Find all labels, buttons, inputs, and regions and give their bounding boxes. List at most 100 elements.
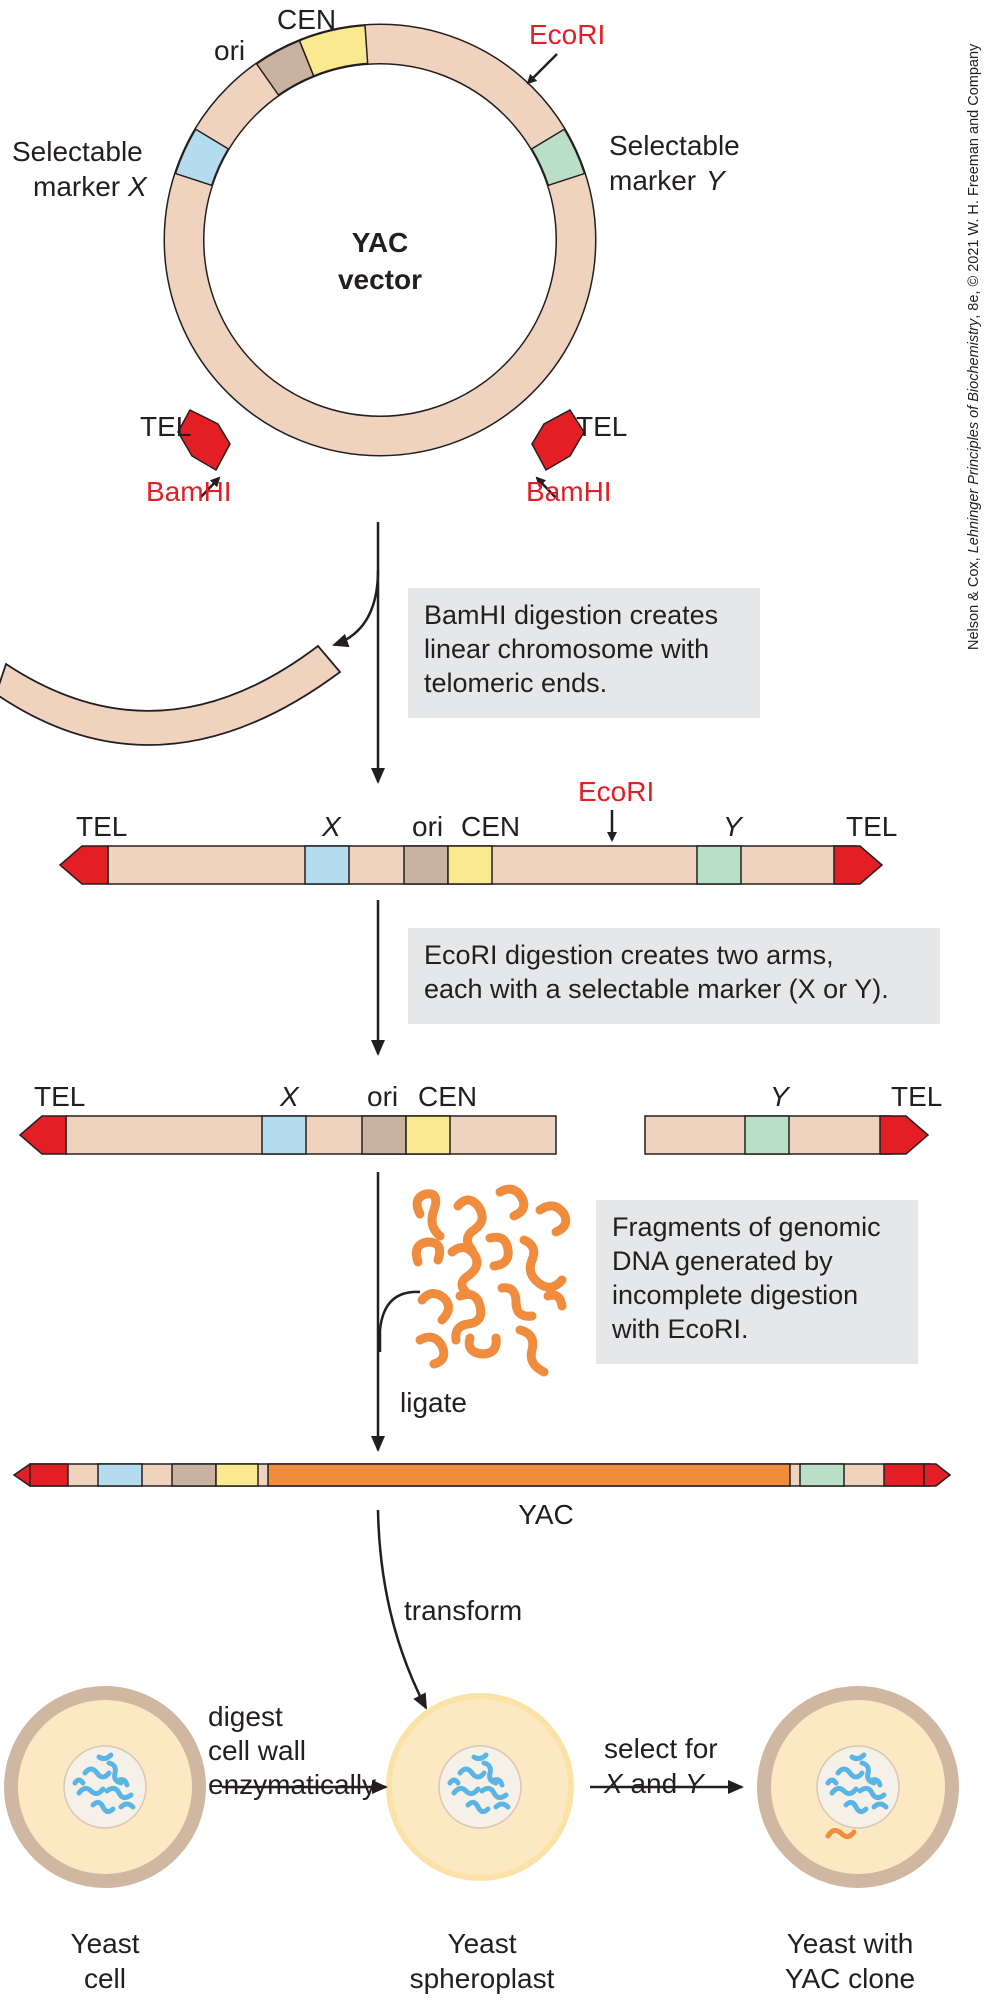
chromatin-strand	[867, 1777, 883, 1788]
chromatin-strand	[843, 1799, 869, 1815]
fragments-join-line	[378, 1290, 421, 1352]
genomic-fragment	[447, 1243, 482, 1299]
fragments-caption-line4: with EcoRI.	[612, 1314, 749, 1344]
chromatin-strand	[493, 1801, 511, 1810]
excised-fragment	[0, 644, 342, 746]
cell3-line2: YAC clone	[785, 1963, 915, 1994]
chromatin-strand	[825, 1777, 839, 1786]
left-arm-marker-x	[261, 1115, 307, 1155]
vector-title-line2: vector	[338, 264, 422, 295]
ecori-arrow-circle	[526, 53, 558, 85]
yeast-spheroplast	[386, 1693, 574, 1881]
linear-tel-left	[58, 845, 109, 885]
genomic-fragment	[464, 1333, 501, 1359]
chromatin-strand	[90, 1799, 116, 1815]
genomic-fragment	[412, 1189, 445, 1241]
label-cen: CEN	[277, 4, 336, 35]
yac-in-nucleus	[825, 1828, 857, 1840]
genomic-fragment	[519, 1235, 567, 1292]
excised-fragment-arrow	[332, 569, 380, 648]
digest-line3: enzymatically	[208, 1769, 376, 1800]
genomic-dna-fragments	[411, 1184, 571, 1377]
bamhi-caption-box: BamHI digestion creates linear chromosom…	[408, 588, 760, 718]
ecori-caption-line1: EcoRI digestion creates two arms,	[424, 940, 834, 970]
select-and: and	[630, 1768, 677, 1799]
label-bamhi-right: BamHI	[526, 476, 612, 507]
yac-tel-left-block	[29, 1463, 69, 1487]
chromatin-strand	[829, 1785, 859, 1797]
chromatin-strand	[489, 1777, 505, 1788]
linear-chromosome	[58, 845, 884, 885]
arms-label-x: X	[279, 1081, 300, 1112]
chromatin-strand	[451, 1785, 481, 1797]
label-ligate: ligate	[400, 1387, 467, 1418]
chromatin-strand	[465, 1799, 491, 1815]
marker-x-line2: marker	[33, 171, 120, 202]
chromatin-strand	[114, 1777, 130, 1788]
yeast-with-yac	[757, 1686, 959, 1888]
fragments-caption-box: Fragments of genomic DNA generated by in…	[596, 1200, 918, 1364]
linear-cen	[447, 845, 493, 885]
circle-marker-y-segment	[530, 128, 586, 187]
genomic-fragment	[411, 1237, 445, 1267]
chromatin-strand	[76, 1785, 106, 1797]
linear-label-ori: ori	[412, 811, 443, 842]
credit-authors: Nelson & Cox,	[966, 553, 982, 650]
circle-marker-x-segment	[174, 128, 230, 187]
ecori-caption-box: EcoRI digestion creates two arms, each w…	[408, 928, 940, 1024]
left-arm-tel	[18, 1115, 67, 1155]
linear-label-y: Y	[723, 811, 744, 842]
fragments-caption-line1: Fragments of genomic	[612, 1212, 881, 1242]
select-line1: select for	[604, 1733, 718, 1764]
marker-y-line2: marker	[609, 165, 696, 196]
credit-book: Lehninger Principles of Biochemistry	[966, 318, 982, 554]
linear-marker-y	[696, 845, 742, 885]
chromatin-strand	[471, 1752, 489, 1762]
yac-cen	[215, 1463, 259, 1487]
cell2-line1: Yeast	[447, 1928, 516, 1959]
linear-label-ecori: EcoRI	[578, 776, 654, 807]
marker-x-var: X	[127, 171, 148, 202]
digest-line1: digest	[208, 1701, 283, 1732]
marker-x-line1: Selectable	[12, 136, 143, 167]
yac-tel-right-block	[883, 1463, 925, 1487]
chromatin-strand	[447, 1777, 461, 1786]
chromatin-strand	[104, 1785, 134, 1801]
yac-tel-right	[923, 1463, 952, 1487]
credit-line: Nelson & Cox, Lehninger Principles of Bi…	[966, 0, 982, 650]
arms-label-y: Y	[770, 1081, 791, 1112]
digest-line2: cell wall	[208, 1735, 306, 1766]
chromatin-strand	[835, 1766, 865, 1780]
genomic-fragment	[415, 1332, 449, 1369]
arms-label-tel-right: TEL	[891, 1081, 942, 1112]
bamhi-caption-line2: linear chromosome with	[424, 634, 710, 664]
bamhi-caption-line1: BamHI digestion creates	[424, 600, 719, 630]
cell1-line2: cell	[84, 1963, 126, 1994]
left-arm-cen	[405, 1115, 451, 1155]
linear-ori	[403, 845, 449, 885]
genomic-fragment	[535, 1201, 571, 1237]
cell3-line1: Yeast with	[787, 1928, 914, 1959]
genomic-fragment	[451, 1289, 486, 1345]
yac-ori	[171, 1463, 217, 1487]
arms-label-cen: CEN	[418, 1081, 477, 1112]
linear-label-x: X	[321, 811, 342, 842]
cell2-line2: spheroplast	[410, 1963, 555, 1994]
genomic-fragment	[485, 1232, 513, 1271]
yeast-cell	[4, 1686, 206, 1888]
marker-y-var: Y	[706, 165, 727, 196]
transform-arrow	[376, 1509, 428, 1710]
chromatin-strand	[72, 1777, 86, 1786]
select-line2: X and Y	[603, 1768, 706, 1799]
yac-vector-circle: YAC vector	[163, 23, 597, 472]
fragments-caption-line3: incomplete digestion	[612, 1280, 859, 1310]
genomic-fragment	[515, 1325, 549, 1377]
left-arm-body	[65, 1115, 557, 1155]
yac-marker-y	[799, 1463, 845, 1487]
genomic-fragment	[497, 1283, 537, 1321]
label-tel-left-circle: TEL	[140, 411, 191, 442]
arms-label-ori: ori	[367, 1081, 398, 1112]
chromatin-strand	[871, 1801, 889, 1810]
right-arm-marker-y	[744, 1115, 790, 1155]
select-x: X	[603, 1768, 624, 1799]
